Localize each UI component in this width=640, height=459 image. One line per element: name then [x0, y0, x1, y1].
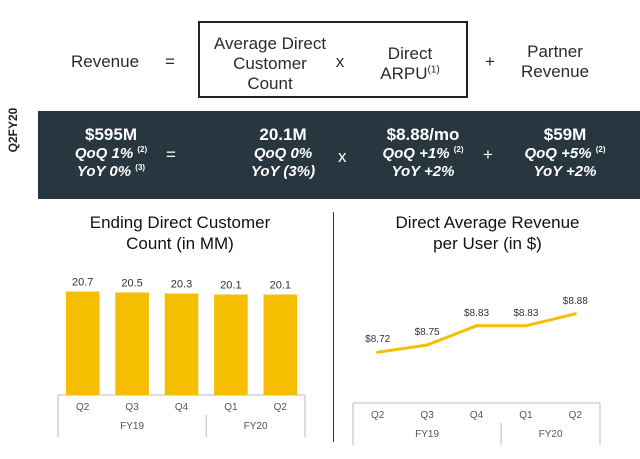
bar-data-label: 20.7	[72, 277, 93, 289]
arpu-data-label: $8.75	[415, 327, 440, 338]
equation-box	[198, 21, 468, 98]
arpu-point-2	[425, 343, 429, 347]
band-customers: 20.1M QoQ 0% YoY (3%)	[208, 125, 358, 181]
eq-arpu-line2: ARPU	[380, 64, 428, 83]
eq-plus: +	[485, 52, 495, 71]
line-x-tick-label: Q2	[569, 410, 583, 421]
chart-divider	[333, 212, 334, 442]
arpu-data-label: $8.72	[365, 334, 390, 345]
eq-direct-arpu: Direct ARPU(1)	[360, 44, 460, 84]
band-partner-yoy: YoY +2%	[533, 163, 597, 180]
bar-2	[115, 292, 149, 395]
results-band: $595M QoQ 1% (2) YoY 0% (3) = 20.1M QoQ …	[38, 111, 640, 199]
band-partner: $59M QoQ +5% (2) YoY +2%	[500, 125, 630, 181]
eq-partner-line2: Revenue	[520, 62, 590, 81]
line-x-tick-label: Q4	[470, 410, 484, 421]
eq-adc-line2: Customer	[233, 54, 307, 73]
period-label: Q2FY20	[6, 107, 20, 153]
bar-4	[214, 294, 248, 395]
band-revenue: $595M QoQ 1% (2) YoY 0% (3)	[46, 125, 176, 181]
bar-chart-title-line2: Count (in MM)	[126, 234, 234, 253]
band-revenue-yoy: YoY 0%	[76, 163, 132, 180]
arpu-point-5	[573, 312, 577, 316]
eq-times: x	[335, 52, 345, 71]
bar-x-tick-label: Q2	[274, 402, 288, 413]
arpu-series-line	[377, 312, 576, 354]
bar-1	[65, 291, 100, 395]
band-revenue-yoy-note: (3)	[135, 163, 146, 172]
bar-data-label: 20.3	[171, 279, 192, 291]
bar-data-label: 20.1	[270, 280, 291, 292]
eq-adc-line3: Count	[247, 74, 293, 93]
line-x-tick-label: Q1	[519, 410, 533, 421]
band-arpu-qoq-note: (2)	[453, 145, 464, 154]
band-times: x	[338, 147, 347, 166]
arpu-point-4	[524, 324, 528, 328]
band-arpu-qoq: QoQ +1%	[382, 145, 450, 162]
band-plus: +	[483, 145, 493, 164]
bar-group-label: FY19	[120, 421, 144, 432]
band-customers-qoq: QoQ 0%	[253, 145, 313, 162]
eq-revenue: Revenue	[70, 52, 140, 71]
band-partner-qoq-note: (2)	[595, 145, 606, 154]
band-equals: =	[166, 145, 176, 164]
bar-x-tick-label: Q2	[76, 402, 90, 413]
arpu-data-label: $8.83	[464, 308, 489, 319]
band-customers-value: 20.1M	[259, 125, 307, 144]
line-group-label: FY20	[539, 429, 563, 440]
band-customers-yoy: YoY (3%)	[250, 163, 316, 180]
bar-x-tick-label: Q4	[175, 402, 189, 413]
eq-average-direct-customer-count: Average Direct Customer Count	[200, 34, 340, 94]
line-chart-title: Direct Average Revenue per User (in $)	[345, 212, 630, 254]
band-arpu-value: $8.88/mo	[386, 125, 460, 144]
arpu-data-label: $8.88	[563, 296, 588, 307]
line-group-label: FY19	[415, 429, 439, 440]
bar-chart-title: Ending Direct Customer Count (in MM)	[40, 212, 320, 254]
band-partner-value: $59M	[543, 125, 587, 144]
line-chart-title-line1: Direct Average Revenue	[395, 213, 580, 232]
line-x-tick-label: Q2	[371, 410, 385, 421]
eq-arpu-line1: Direct	[387, 44, 433, 63]
line-x-tick-label: Q3	[420, 410, 434, 421]
band-arpu-yoy: YoY +2%	[391, 163, 455, 180]
bar-x-tick-label: Q1	[224, 402, 238, 413]
line-chart-title-line2: per User (in $)	[433, 234, 542, 253]
customer-count-bar-chart: Q2 Q3 Q4 Q1 Q2 FY19 FY20 20.7 20.5 20.3 20.1 20.1	[57, 277, 306, 437]
eq-equals: =	[165, 52, 175, 71]
bar-5	[263, 294, 298, 395]
band-arpu: $8.88/mo QoQ +1% (2) YoY +2%	[358, 125, 488, 181]
eq-arpu-note: (1)	[427, 64, 440, 76]
bar-x-tick-label: Q3	[125, 402, 139, 413]
band-revenue-qoq-note: (2)	[137, 145, 148, 154]
band-revenue-qoq: QoQ 1%	[74, 145, 134, 162]
bar-data-label: 20.5	[121, 278, 142, 290]
arpu-point-3	[475, 324, 478, 328]
arpu-point-1	[376, 350, 380, 354]
band-revenue-value: $595M	[85, 125, 137, 144]
band-partner-qoq: QoQ +5%	[524, 145, 592, 162]
eq-partner-revenue: Partner Revenue	[505, 42, 605, 82]
bar-data-label: 20.1	[220, 280, 241, 292]
bar-3	[164, 293, 199, 395]
arpu-line-chart: Q2 Q3 Q4 Q1 Q2 FY19 FY20 $8.72 $8.75 $8.83 $8.83 $8…	[352, 296, 601, 445]
bar-chart-title-line1: Ending Direct Customer	[89, 213, 271, 232]
bar-group-label: FY20	[244, 421, 268, 432]
arpu-data-label: $8.83	[513, 308, 538, 319]
eq-adc-line1: Average Direct	[213, 34, 327, 53]
eq-partner-line1: Partner	[527, 42, 583, 61]
